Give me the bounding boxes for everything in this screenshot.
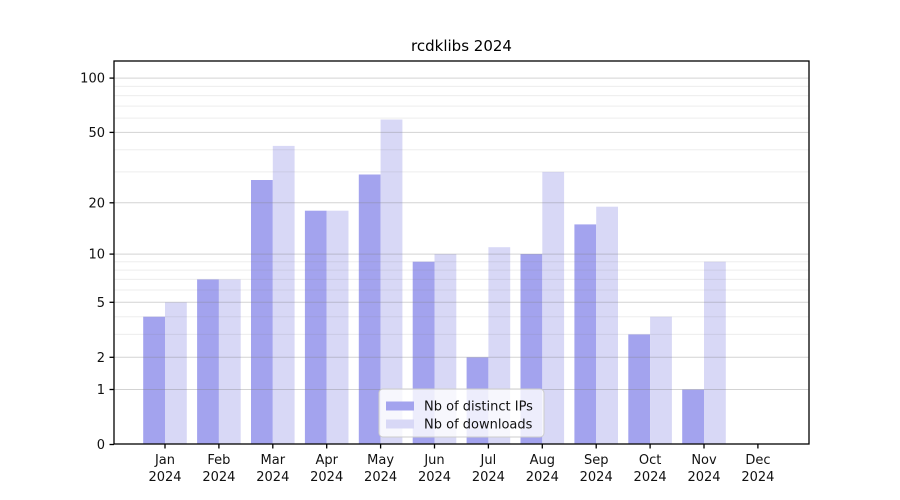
bar-distinct-ips-nov <box>682 389 704 444</box>
bar-downloads-mar <box>272 145 295 444</box>
bar-downloads-jan <box>165 302 187 444</box>
bar-downloads-oct <box>650 316 672 444</box>
x-tick-label-year-jan: 2024 <box>148 470 181 485</box>
chart-title: rcdklibs 2024 <box>411 37 512 55</box>
y-tick-label-50: 50 <box>88 126 105 141</box>
x-tick-label-year-dec: 2024 <box>741 470 774 485</box>
y-tick-label-100: 100 <box>80 72 105 87</box>
bar-distinct-ips-mar <box>251 180 273 444</box>
x-tick-label-year-oct: 2024 <box>634 470 667 485</box>
y-tick-label-20: 20 <box>88 196 105 211</box>
legend-box <box>378 388 545 438</box>
x-tick-label-month-sep: Sep <box>584 453 609 468</box>
bar-distinct-ips-may <box>358 174 381 444</box>
x-tick-label-year-apr: 2024 <box>310 470 343 485</box>
y-tick-label-0: 0 <box>97 438 105 453</box>
x-tick-label-month-feb: Feb <box>207 453 230 468</box>
x-tick-label-month-apr: Apr <box>315 453 338 468</box>
axes-layer: 0 1 2 5 10 20 50 100 Jan 2024 Feb 2024 Mar 2024 Apr 202… <box>80 60 810 485</box>
legend: Nb of distinct IPs Nb of downloads <box>378 388 545 438</box>
bar-distinct-ips-jan <box>143 316 165 444</box>
legend-label-distinct_ips: Nb of distinct IPs <box>424 400 533 415</box>
bar-distinct-ips-oct <box>628 334 651 444</box>
x-tick-label-year-aug: 2024 <box>526 470 559 485</box>
bar-downloads-feb <box>218 279 241 444</box>
gridlines-layer <box>114 77 809 390</box>
y-tick-label-5: 5 <box>97 296 105 311</box>
x-tick-label-month-oct: Oct <box>639 453 661 468</box>
x-tick-label-year-feb: 2024 <box>202 470 235 485</box>
x-tick-label-year-nov: 2024 <box>687 470 720 485</box>
x-tick-label-month-may: May <box>367 453 394 468</box>
x-tick-label-year-sep: 2024 <box>580 470 613 485</box>
bar-distinct-ips-feb <box>197 279 219 444</box>
x-tick-label-year-mar: 2024 <box>256 470 289 485</box>
legend-swatch-downloads <box>386 419 414 429</box>
x-tick-label-year-jun: 2024 <box>418 470 451 485</box>
bar-distinct-ips-sep <box>574 224 597 444</box>
x-tick-label-month-nov: Nov <box>691 453 717 468</box>
bar-distinct-ips-apr <box>304 210 327 444</box>
legend-label-downloads: Nb of downloads <box>424 418 533 433</box>
bar-downloads-apr <box>326 210 349 444</box>
x-tick-label-month-dec: Dec <box>745 453 770 468</box>
plot-border <box>113 60 810 445</box>
x-tick-label-month-jul: Jul <box>480 453 497 468</box>
bar-downloads-nov <box>704 261 726 444</box>
x-tick-label-month-jan: Jan <box>154 453 175 468</box>
x-tick-label-year-jul: 2024 <box>472 470 505 485</box>
x-tick-label-month-jun: Jun <box>423 453 444 468</box>
bar-downloads-sep <box>596 206 618 444</box>
y-tick-label-10: 10 <box>88 248 105 263</box>
x-tick-label-year-may: 2024 <box>364 470 397 485</box>
legend-swatch-distinct_ips <box>386 401 414 411</box>
y-tick-label-2: 2 <box>97 351 105 366</box>
x-tick-label-month-mar: Mar <box>261 453 286 468</box>
bar-downloads-aug <box>542 171 565 444</box>
bar-downloads-may <box>380 119 403 444</box>
x-tick-label-month-aug: Aug <box>530 453 555 468</box>
y-tick-label-1: 1 <box>97 383 105 398</box>
